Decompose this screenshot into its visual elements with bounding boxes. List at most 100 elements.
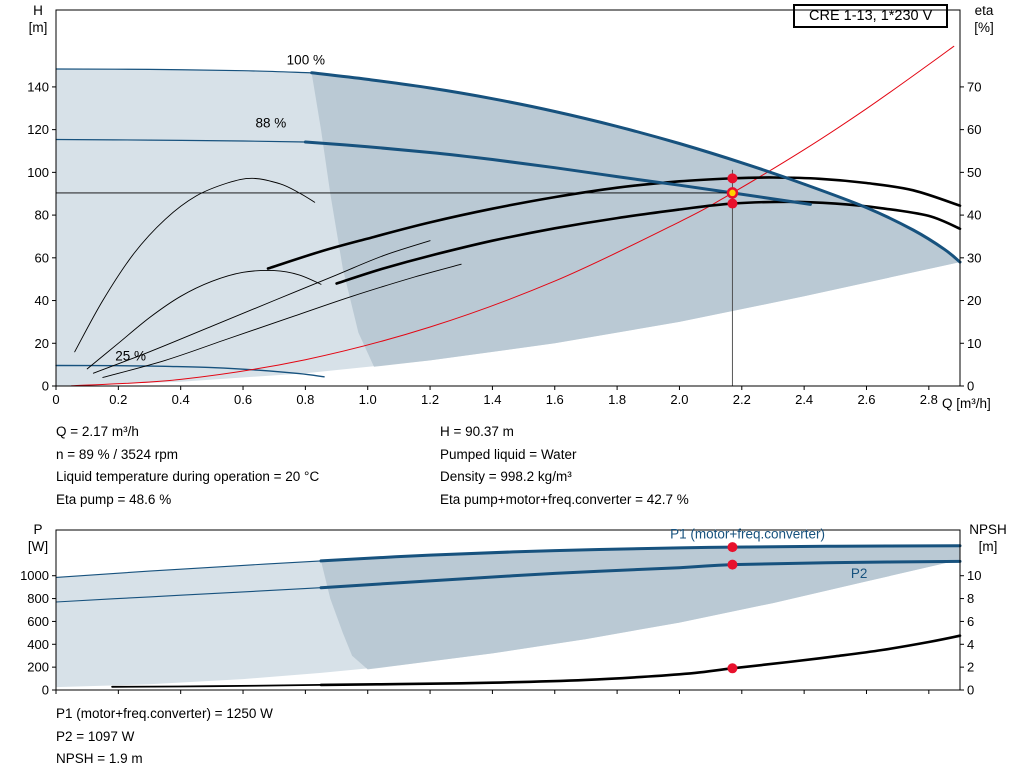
chart-label: P1 (motor+freq.converter) bbox=[670, 527, 825, 542]
x-tick-label: 2.6 bbox=[857, 392, 875, 407]
curve-p2-low bbox=[55, 587, 322, 603]
curve-p2 bbox=[319, 559, 962, 590]
left-tick-label: 60 bbox=[35, 250, 49, 265]
left-tick-label: 40 bbox=[35, 293, 49, 308]
curve-eta-arc-reduced-speed bbox=[74, 177, 316, 353]
q-axis-title: Q [m³/h] bbox=[942, 396, 991, 411]
left-tick-label: 1000 bbox=[20, 568, 49, 583]
right-tick-label: 40 bbox=[967, 208, 981, 223]
curve-system-curve bbox=[71, 45, 955, 387]
curve-qh-100pct-flat bbox=[55, 68, 313, 74]
right-tick-label: 20 bbox=[967, 293, 981, 308]
left-tick-label: 0 bbox=[42, 379, 49, 394]
left-tick-label: 800 bbox=[27, 591, 49, 606]
p-axis-title: P [W] bbox=[18, 521, 58, 555]
info-line-p1: P1 (motor+freq.converter) = 1250 W bbox=[56, 706, 273, 721]
h-axis-symbol: H bbox=[33, 3, 43, 18]
curve-p1-low bbox=[55, 560, 322, 578]
chart-label: P2 bbox=[851, 566, 868, 581]
p1-duty-point bbox=[727, 542, 738, 553]
curve-qh-88pct bbox=[303, 140, 812, 206]
npsh-axis-title: NPSH [m] bbox=[956, 521, 1020, 555]
right-tick-label: 4 bbox=[967, 637, 974, 652]
info-line-npsh: NPSH = 1.9 m bbox=[56, 751, 143, 766]
curve-npsh bbox=[319, 634, 962, 687]
x-tick-label: 0 bbox=[52, 392, 59, 407]
curve-qh-100pct bbox=[310, 71, 962, 264]
eta-axis-title: eta [%] bbox=[962, 2, 1006, 36]
power-info-block: P1 (motor+freq.converter) = 1250 W P2 = … bbox=[56, 703, 273, 771]
left-tick-label: 0 bbox=[42, 683, 49, 698]
pump-model-badge: CRE 1-13, 1*230 V bbox=[793, 4, 949, 28]
left-tick-label: 600 bbox=[27, 614, 49, 629]
curve-qh-25pct bbox=[55, 364, 325, 378]
eta-axis-symbol: eta bbox=[974, 3, 994, 18]
left-tick-label: 80 bbox=[35, 208, 49, 223]
operating-info-left: Q = 2.17 m³/h n = 89 % / 3524 rpm Liquid… bbox=[56, 421, 319, 511]
info-line-eta-pump: Eta pump = 48.6 % bbox=[56, 491, 172, 507]
eta-axis-unit: [%] bbox=[974, 20, 994, 35]
x-tick-label: 2.4 bbox=[795, 392, 813, 407]
plot-border bbox=[55, 529, 961, 691]
left-tick-label: 100 bbox=[27, 165, 49, 180]
curve-eta-fan-1 bbox=[102, 263, 462, 378]
left-tick-label: 140 bbox=[27, 79, 49, 94]
chart-label: 25 % bbox=[115, 348, 146, 363]
info-line-density: Density = 998.2 kg/m³ bbox=[440, 469, 572, 484]
curve-eta-pump-motor-converter bbox=[335, 200, 962, 285]
left-tick-label: 400 bbox=[27, 637, 49, 652]
curve-eta-fan-2 bbox=[92, 240, 431, 374]
power-envelope-dark bbox=[321, 545, 960, 670]
right-tick-label: 60 bbox=[967, 122, 981, 137]
chart-label: 100 % bbox=[287, 52, 325, 67]
right-tick-label: 10 bbox=[967, 336, 981, 351]
x-tick-label: 1.0 bbox=[359, 392, 377, 407]
curve-eta-pump bbox=[266, 176, 962, 270]
right-tick-label: 10 bbox=[967, 568, 981, 583]
info-line-liquid-temp: Liquid temperature during operation = 20… bbox=[56, 469, 320, 484]
p2-duty-point bbox=[727, 559, 738, 570]
eta-total-duty-point bbox=[727, 198, 738, 209]
pump-model-text: CRE 1-13, 1*230 V bbox=[809, 8, 933, 24]
right-tick-label: 6 bbox=[967, 614, 974, 629]
duty-point bbox=[726, 187, 739, 199]
operating-info-right: H = 90.37 m Pumped liquid = Water Densit… bbox=[440, 421, 689, 511]
info-line-p2: P2 = 1097 W bbox=[56, 728, 135, 744]
curve-npsh-low bbox=[111, 684, 322, 688]
eta-pump-duty-point bbox=[727, 173, 738, 184]
x-tick-label: 0.8 bbox=[296, 392, 314, 407]
x-tick-label: 1.6 bbox=[546, 392, 564, 407]
curve-eta-total-arc-reduced-speed bbox=[86, 270, 322, 370]
p-axis-symbol: P bbox=[33, 522, 43, 537]
x-tick-label: 0.2 bbox=[109, 392, 127, 407]
x-tick-label: 2.2 bbox=[733, 392, 751, 407]
npsh-duty-point bbox=[727, 663, 738, 674]
npsh-axis-symbol: NPSH bbox=[969, 522, 1007, 537]
x-tick-label: 2.8 bbox=[920, 392, 938, 407]
right-tick-label: 0 bbox=[967, 379, 974, 394]
x-tick-label: 1.8 bbox=[608, 392, 626, 407]
p-axis-unit: [W] bbox=[27, 539, 49, 554]
x-tick-label: 2.0 bbox=[670, 392, 688, 407]
h-axis-unit: [m] bbox=[28, 20, 48, 35]
power-npsh-chart: 0 200 400 600 800 1000 0 2 4 6 8 10 P1 (motor+freq.c… bbox=[20, 527, 981, 698]
x-tick-label: 1.4 bbox=[483, 392, 501, 407]
hq-efficiency-chart: 0 0.2 0.4 0.6 0.8 1.0 1.2 1.4 1.6 1.8 2.0 2.2 2.4 2.6… bbox=[27, 9, 981, 407]
info-line-eta-total: Eta pump+motor+freq.converter = 42.7 % bbox=[440, 491, 689, 507]
x-tick-label: 1.2 bbox=[421, 392, 439, 407]
left-tick-label: 120 bbox=[27, 122, 49, 137]
x-tick-label: 0.6 bbox=[234, 392, 252, 407]
curve-p1 bbox=[319, 544, 962, 563]
info-line-n: n = 89 % / 3524 rpm bbox=[56, 446, 178, 462]
right-tick-label: 0 bbox=[967, 683, 974, 698]
curve-qh-88pct-flat bbox=[55, 138, 306, 143]
right-tick-label: 70 bbox=[967, 79, 981, 94]
npsh-axis-unit: [m] bbox=[978, 539, 998, 554]
info-line-h: H = 90.37 m bbox=[440, 424, 514, 439]
right-tick-label: 8 bbox=[967, 591, 974, 606]
info-line-pumped-liquid: Pumped liquid = Water bbox=[440, 446, 577, 462]
right-tick-label: 30 bbox=[967, 250, 981, 265]
left-tick-label: 200 bbox=[27, 660, 49, 675]
right-tick-label: 50 bbox=[967, 165, 981, 180]
